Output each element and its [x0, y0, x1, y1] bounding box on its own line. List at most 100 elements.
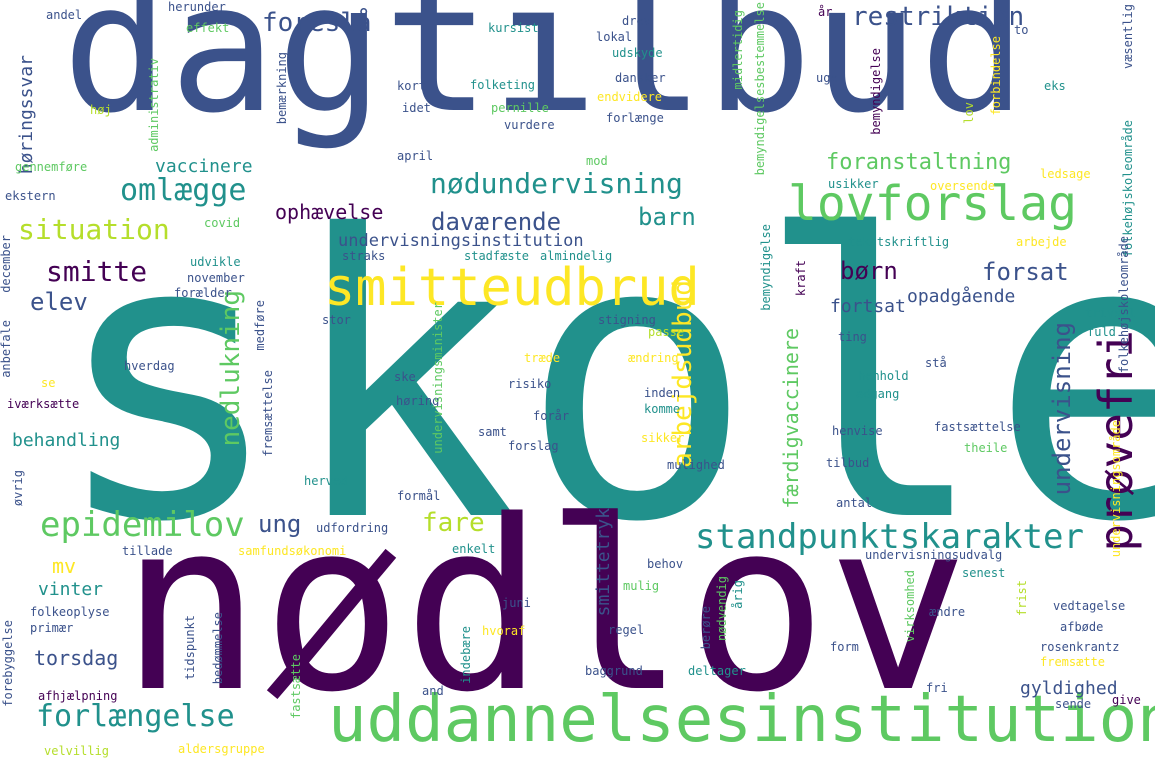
word-forebyggelse: forebyggelse	[1, 620, 15, 707]
word-samt: samt	[478, 425, 507, 439]
word-nødlov: nødlov	[120, 471, 969, 744]
word-gennemføre: gennemføre	[15, 160, 88, 174]
word-mulighed: mulighed	[667, 458, 725, 472]
word-mod: mod	[586, 154, 608, 168]
word-herved: herved	[304, 474, 348, 488]
word-epidemilov: epidemilov	[40, 505, 245, 545]
word-undervisningsudvalg: undervisningsudvalg	[865, 548, 1003, 562]
word-tidspunkt: tidspunkt	[183, 615, 197, 681]
word-almindelig: almindelig	[540, 249, 613, 263]
word-regel: regel	[608, 623, 645, 637]
word-udskyde: udskyde	[612, 46, 663, 60]
word-restriktion: restriktion	[852, 2, 1025, 32]
word-komme: komme	[644, 402, 681, 416]
word-uddannelsesinstitution: uddannelsesinstitution	[328, 683, 1155, 757]
word-barn: barn	[638, 203, 696, 231]
word-hvoraf: hvoraf	[482, 624, 526, 638]
word-folkehøjskoleområde: folkehøjskoleområde	[1117, 236, 1131, 374]
word-juni: juni	[502, 596, 531, 610]
word-dansker: dansker	[615, 71, 666, 85]
word-trivsel: trivsel	[1085, 306, 1136, 320]
word-indebære: indebære	[459, 626, 473, 684]
word-bedømmelse: bedømmelse	[211, 612, 225, 685]
word-ændre: ændre	[929, 605, 966, 619]
word-sende: sende	[1055, 697, 1092, 711]
word-henhold: henhold	[858, 369, 909, 383]
word-virksomhed: virksomhed	[903, 570, 917, 643]
word-høring: høring	[396, 394, 440, 408]
word-midlertidig: midlertidig	[731, 10, 745, 90]
word-foranstaltning: foranstaltning	[826, 150, 1012, 175]
word-and: and	[422, 684, 444, 698]
word-foreslå: foreslå	[262, 8, 372, 38]
word-passe: passe	[648, 325, 685, 339]
word-enkelt: enkelt	[452, 542, 496, 556]
word-aldersgruppe: aldersgruppe	[178, 742, 265, 756]
word-mv: mv	[52, 554, 77, 578]
word-endvidere: endvidere	[597, 90, 663, 104]
word-april: april	[397, 149, 434, 163]
word-se: se	[41, 376, 56, 390]
word-primær: primær	[30, 621, 74, 635]
word-omlægge: omlægge	[120, 173, 247, 208]
word-fuld: fuld	[1087, 325, 1116, 339]
word-deltager: deltager	[688, 664, 746, 678]
word-samfundsøkonomi: samfundsøkonomi	[238, 544, 347, 558]
word-høj: høj	[90, 103, 112, 117]
word-ung: ung	[258, 510, 302, 538]
word-smitte: smitte	[46, 255, 148, 288]
word-undervisningsminister: undervisningsminister	[431, 302, 445, 454]
word-standpunktskarakter: standpunktskarakter	[695, 517, 1084, 557]
word-bemyndigelse: bemyndigelse	[759, 224, 773, 311]
word-antal: antal	[836, 496, 873, 510]
word-lokal: lokal	[596, 30, 633, 44]
word-forælder: forælder	[174, 286, 232, 300]
word-daværende: daværende	[431, 208, 562, 236]
word-hverdag: hverdag	[124, 359, 175, 373]
word-pernille: pernille	[491, 101, 549, 115]
word-forlænge: forlænge	[606, 111, 664, 125]
word-bemærkning: bemærkning	[275, 52, 289, 125]
word-anbefale: anbefale	[0, 320, 13, 378]
word-torsdag: torsdag	[34, 646, 119, 670]
word-arbejde: arbejde	[1016, 235, 1067, 249]
word-væsentlig: væsentlig	[1121, 4, 1135, 70]
word-undervisning: undervisning	[1048, 322, 1076, 496]
word-træde: træde	[524, 351, 561, 365]
word-elev: elev	[30, 288, 88, 316]
word-vurdere: vurdere	[504, 118, 555, 132]
word-fastsættelse: fastsættelse	[934, 420, 1021, 434]
word-undervisningsområde: undervisningsområde	[1109, 420, 1123, 558]
word-herunder: herunder	[168, 0, 226, 14]
word-tilbud: tilbud	[826, 456, 870, 470]
word-forslag: forslag	[508, 439, 559, 453]
word-udvikle: udvikle	[190, 255, 241, 269]
word-ting: ting	[838, 330, 867, 344]
word-lov: lov	[962, 102, 976, 124]
word-berøre: berøre	[699, 606, 713, 650]
word-rosenkrantz: rosenkrantz	[1040, 640, 1120, 654]
word-forlængelse: forlængelse	[36, 699, 235, 734]
word-frist: frist	[1015, 580, 1029, 617]
word-undervisningsinstitution: undervisningsinstitution	[338, 231, 584, 251]
word-stigning: stigning	[598, 313, 656, 327]
word-færdigvaccinere: færdigvaccinere	[779, 328, 803, 509]
word-vedtagelse: vedtagelse	[1053, 599, 1126, 613]
word-nødvendig: nødvendig	[715, 576, 729, 642]
word-medføre: medføre	[253, 300, 267, 351]
word-skole: skole	[50, 153, 1155, 607]
word-formål: formål	[397, 489, 441, 503]
word-behov: behov	[647, 557, 684, 571]
word-smittetryk: smittetryk	[593, 508, 614, 617]
word-risiko: risiko	[508, 377, 552, 391]
word-nedlukning: nedlukning	[216, 290, 246, 447]
word-årig: årig	[731, 580, 745, 609]
word-straks: straks	[342, 249, 386, 263]
word-mulig: mulig	[623, 579, 660, 593]
word-effekt: effekt	[186, 21, 230, 35]
word-give: give	[1112, 693, 1141, 707]
word-forår: forår	[533, 409, 570, 423]
word-fastsætte: fastsætte	[289, 654, 303, 720]
word-folketing: folketing	[470, 78, 536, 92]
